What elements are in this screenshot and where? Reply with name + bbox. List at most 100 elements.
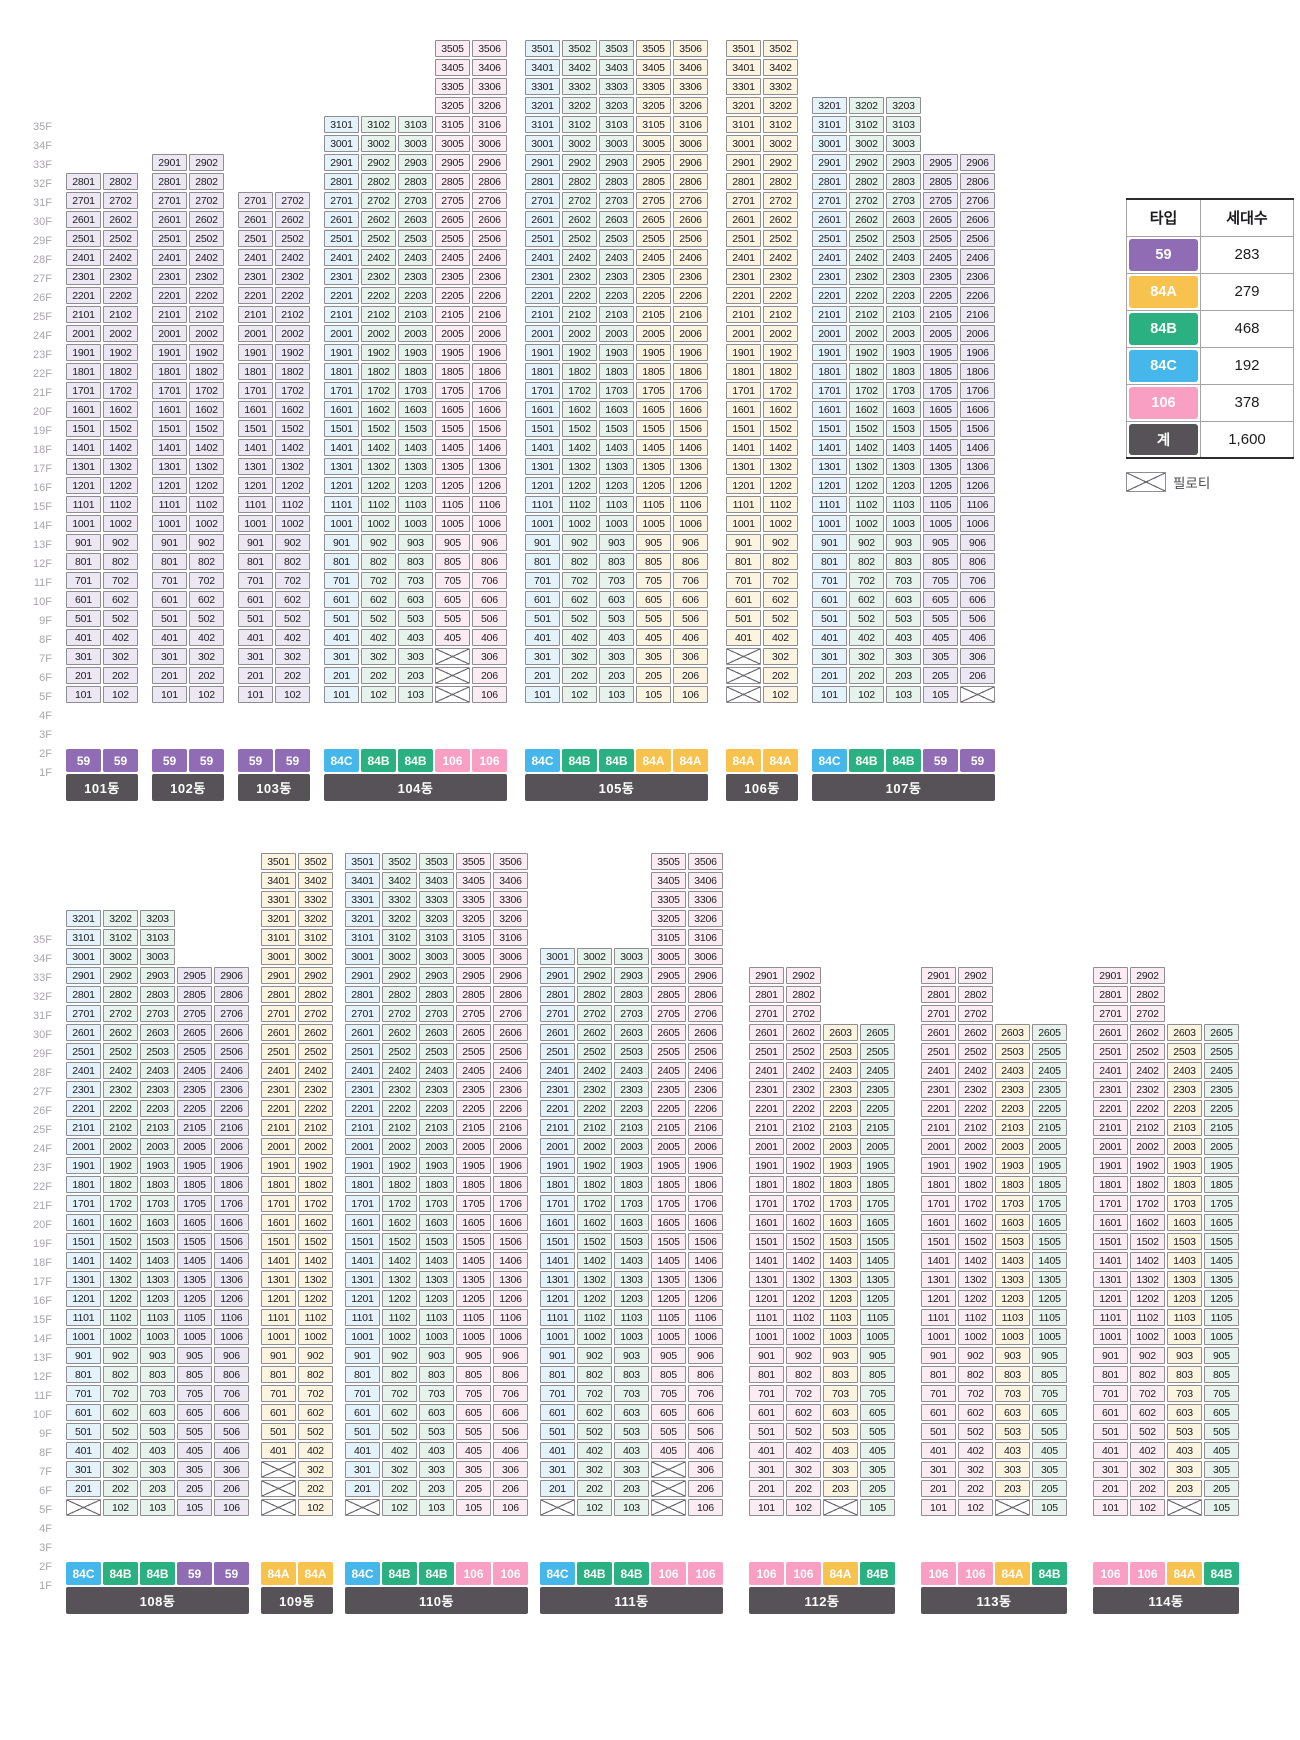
unit-cell: 401	[921, 1442, 956, 1459]
unit-cell: 2503	[614, 1043, 649, 1060]
unit-cell: 703	[599, 572, 634, 589]
unit-cell: 2906	[472, 154, 507, 171]
unit-cell: 402	[298, 1442, 333, 1459]
unit-cell: 1903	[886, 344, 921, 361]
type-chip-row: 84C 84B 84B 59 59	[66, 1562, 249, 1585]
unit-cell: 3405	[435, 59, 470, 76]
piloti-cell	[651, 1480, 686, 1497]
unit-cell: 102	[103, 686, 138, 703]
unit-cell: 701	[540, 1385, 575, 1402]
unit-cell: 2606	[472, 211, 507, 228]
empty-slot	[577, 929, 612, 946]
unit-cell: 101	[525, 686, 560, 703]
unit-cell: 2906	[493, 967, 528, 984]
unit-cell: 1306	[688, 1271, 723, 1288]
unit-cell: 1602	[786, 1214, 821, 1231]
unit-cell: 1903	[140, 1157, 175, 1174]
unit-cell: 1101	[921, 1309, 956, 1326]
unit-cell: 602	[958, 1404, 993, 1421]
unit-cell: 2203	[886, 287, 921, 304]
unit-cell: 1901	[238, 344, 273, 361]
unit-cell: 1602	[382, 1214, 417, 1231]
unit-cell: 2803	[614, 986, 649, 1003]
unit-cell: 2303	[140, 1081, 175, 1098]
unit-cell: 3201	[812, 97, 847, 114]
unit-cell: 1102	[103, 496, 138, 513]
unit-cell: 1605	[636, 401, 671, 418]
unit-cell: 1503	[140, 1233, 175, 1250]
unit-cell: 1503	[1167, 1233, 1202, 1250]
unit-grid: 2701 2702 2601 2602 2501 2502 2401 2402 2301 2302…	[238, 192, 310, 703]
unit-cell: 402	[275, 629, 310, 646]
empty-slot	[577, 891, 612, 908]
unit-cell: 402	[189, 629, 224, 646]
unit-cell: 2601	[749, 1024, 784, 1041]
unit-cell: 2802	[361, 173, 396, 190]
unit-cell: 901	[324, 534, 359, 551]
unit-cell: 1705	[636, 382, 671, 399]
unit-cell: 502	[958, 1423, 993, 1440]
unit-cell: 2801	[749, 986, 784, 1003]
unit-cell: 1202	[103, 477, 138, 494]
unit-cell: 2203	[398, 287, 433, 304]
unit-cell: 3101	[812, 116, 847, 133]
unit-cell: 702	[562, 572, 597, 589]
unit-cell: 2105	[860, 1119, 895, 1136]
unit-cell: 2902	[103, 967, 138, 984]
unit-cell: 603	[995, 1404, 1030, 1421]
unit-cell: 401	[345, 1442, 380, 1459]
unit-cell: 2603	[140, 1024, 175, 1041]
unit-cell: 2005	[923, 325, 958, 342]
unit-cell: 603	[886, 591, 921, 608]
legend-row: 84B 468	[1126, 309, 1294, 348]
unit-cell: 1605	[435, 401, 470, 418]
unit-cell: 303	[886, 648, 921, 665]
unit-cell: 2803	[419, 986, 454, 1003]
unit-cell: 2006	[214, 1138, 249, 1155]
unit-cell: 1706	[673, 382, 708, 399]
unit-cell: 3501	[525, 40, 560, 57]
unit-cell: 1501	[238, 420, 273, 437]
unit-cell: 3305	[456, 891, 491, 908]
unit-cell: 2806	[960, 173, 995, 190]
unit-cell: 1201	[66, 1290, 101, 1307]
unit-cell: 2602	[189, 211, 224, 228]
unit-cell: 2305	[636, 268, 671, 285]
unit-cell: 1906	[214, 1157, 249, 1174]
empty-slot	[361, 78, 396, 95]
unit-cell: 702	[103, 572, 138, 589]
unit-grid: 2901 2902 2801 2802 2701 2702 2601 2602 2603 2605…	[921, 967, 1067, 1516]
floor-label: 18F	[33, 444, 52, 456]
floor-label: 4F	[39, 1523, 52, 1535]
unit-cell: 1003	[419, 1328, 454, 1345]
unit-cell: 1601	[66, 1214, 101, 1231]
unit-cell: 2505	[636, 230, 671, 247]
unit-cell: 1305	[651, 1271, 686, 1288]
unit-cell: 802	[763, 553, 798, 570]
unit-cell: 1901	[66, 344, 101, 361]
unit-cell: 3403	[599, 59, 634, 76]
floor-label: 7F	[39, 1466, 52, 1478]
unit-cell: 2702	[786, 1005, 821, 1022]
unit-cell: 1701	[812, 382, 847, 399]
type-chip: 59	[66, 749, 101, 772]
unit-cell: 3103	[886, 116, 921, 133]
unit-cell: 805	[435, 553, 470, 570]
unit-cell: 3102	[382, 929, 417, 946]
unit-cell: 3505	[435, 40, 470, 57]
unit-cell: 1602	[103, 1214, 138, 1231]
unit-cell: 806	[493, 1366, 528, 1383]
type-chip-row: 84A 84A	[261, 1562, 333, 1585]
unit-cell: 402	[763, 629, 798, 646]
unit-cell: 1506	[493, 1233, 528, 1250]
unit-cell: 2305	[1032, 1081, 1067, 1098]
type-chip: 106	[1130, 1562, 1165, 1585]
unit-cell: 401	[66, 629, 101, 646]
unit-cell: 1505	[923, 420, 958, 437]
unit-cell: 602	[382, 1404, 417, 1421]
unit-cell: 1002	[189, 515, 224, 532]
unit-cell: 1803	[599, 363, 634, 380]
unit-cell: 3001	[540, 948, 575, 965]
unit-cell: 1203	[614, 1290, 649, 1307]
type-chip: 84B	[860, 1562, 895, 1585]
